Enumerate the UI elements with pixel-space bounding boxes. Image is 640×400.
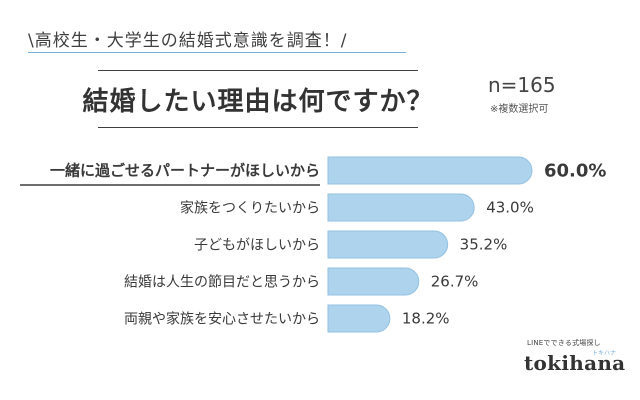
value-label-3: 26.7%: [431, 273, 479, 291]
bar-4: [327, 304, 391, 333]
category-label-4: 両親や家族を安心させたいから: [124, 311, 320, 328]
bar-0: [327, 156, 533, 185]
question-box: 結婚したい理由は何ですか？: [83, 70, 433, 128]
multiple-choice-note: ※複数選択可: [490, 104, 549, 115]
category-label-1: 家族をつくりたいから: [180, 200, 320, 217]
brand-tagline: LINEでできる式場探し: [527, 339, 601, 347]
category-label-3: 結婚は人生の節目だと思うから: [124, 274, 320, 291]
question-text: 結婚したい理由は何ですか？: [82, 86, 434, 117]
category-label-2: 子どもがほしいから: [194, 238, 320, 254]
sample-size: n=165: [488, 73, 556, 97]
bar-3: [327, 267, 420, 296]
survey-title: \高校生・大学生の結婚式意識を調査！/: [28, 31, 348, 51]
bar-1: [327, 193, 475, 222]
bar-2: [327, 230, 449, 259]
value-label-0: 60.0%: [544, 161, 606, 182]
value-label-2: 35.2%: [460, 236, 508, 254]
category-label-0: 一緒に過ごせるパートナーがほしいから: [50, 162, 320, 180]
survey-title-underline: [28, 52, 406, 53]
brand-logo: tokihana: [524, 351, 626, 375]
value-label-1: 43.0%: [486, 199, 534, 217]
value-label-4: 18.2%: [402, 310, 450, 328]
brand-kana: トキハナ: [592, 350, 617, 357]
